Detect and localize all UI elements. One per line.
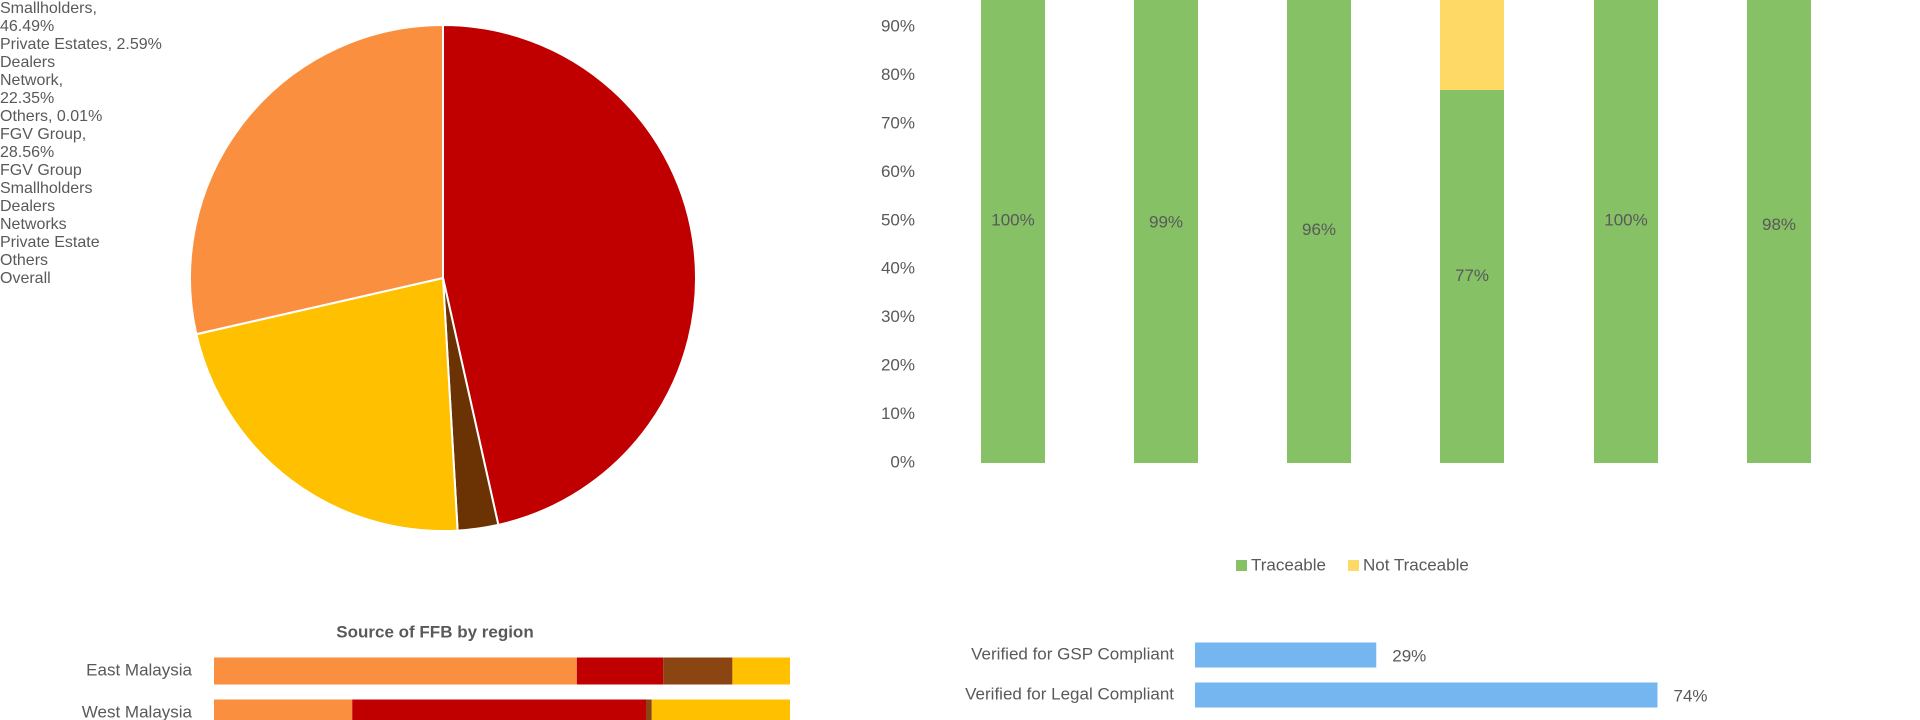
x-tick-label: Others — [0, 252, 49, 269]
pie-category: Dealers Network, — [0, 54, 64, 89]
y-tick-label: East Malaysia — [86, 660, 192, 679]
bar-segment — [981, 0, 1045, 463]
pie-label: Smallholders, 46.49% — [0, 0, 130, 36]
data-label: 29% — [1392, 646, 1426, 665]
pie-category: Others, — [0, 108, 53, 125]
bar — [1195, 682, 1658, 708]
y-tick-label: 70% — [881, 113, 915, 132]
x-tick-label: Dealers Networks — [0, 198, 67, 233]
pie-value-label: 0.01% — [56, 108, 103, 125]
legend-swatch — [1347, 560, 1359, 571]
y-tick-label: 10% — [881, 404, 915, 423]
data-label: 96% — [1302, 220, 1336, 239]
bar-segment — [1287, 0, 1351, 463]
pie-label: Dealers Network, 22.35% — [0, 54, 90, 108]
x-tick-label: Smallholders — [0, 180, 93, 197]
bar-segment — [663, 657, 733, 685]
bar-segment — [1747, 0, 1811, 464]
bar-segment — [646, 699, 652, 720]
pie-value-label: 2.59% — [116, 36, 162, 53]
pie-value-label: 22.35% — [0, 90, 55, 107]
data-label: 100% — [991, 210, 1034, 229]
pie-slice — [189, 23, 444, 336]
y-tick-label: 80% — [881, 65, 915, 84]
pie-category: Private Estates, — [0, 36, 113, 53]
pie-category: FGV Group, — [0, 126, 87, 143]
legend-label: Traceable — [1251, 555, 1326, 574]
pie-label: Private Estates, 2.59% — [0, 36, 170, 54]
y-tick-label: 40% — [881, 259, 915, 278]
bar — [1195, 642, 1377, 668]
data-label: 99% — [1149, 213, 1183, 232]
legend-swatch — [1236, 560, 1247, 571]
bar-segment — [576, 657, 664, 685]
data-label: 98% — [1762, 215, 1796, 234]
y-tick-label: 60% — [881, 162, 915, 181]
chart-title: Source of FFB by region — [336, 622, 533, 641]
y-tick-label: 50% — [881, 210, 915, 229]
bar-segment — [1440, 90, 1504, 464]
y-tick-label: Verified for GSP Compliant — [971, 644, 1174, 663]
bar-segment — [214, 657, 577, 685]
bar-segment — [1594, 0, 1658, 463]
data-label: 77% — [1455, 266, 1489, 285]
legend-label: Not Traceable — [1363, 555, 1469, 574]
bar-segment — [1440, 0, 1504, 91]
data-label: 100% — [1604, 210, 1647, 229]
pie-value-label: 28.56% — [0, 144, 55, 161]
x-tick-label: Private Estate — [0, 234, 100, 251]
y-tick-label: 90% — [881, 17, 915, 36]
x-tick-label: Overall — [0, 270, 51, 287]
y-tick-label: 30% — [881, 307, 915, 326]
bar-segment — [352, 699, 646, 720]
bar-segment — [214, 699, 353, 720]
y-tick-label: Verified for Legal Compliant — [965, 684, 1174, 703]
pie-slice — [195, 276, 459, 532]
y-tick-label: 20% — [881, 356, 915, 375]
pie-slice — [442, 23, 697, 527]
y-tick-label: 0% — [890, 452, 915, 471]
data-label: 74% — [1674, 686, 1708, 705]
bar-segment — [651, 699, 790, 720]
bar-segment — [732, 657, 790, 685]
y-tick-label: West Malaysia — [82, 702, 193, 720]
bar-segment — [1134, 0, 1198, 463]
pie-label: FGV Group, 28.56% — [0, 126, 120, 162]
pie-category: Smallholders, — [0, 0, 97, 17]
pie-label: Others, 0.01% — [0, 108, 220, 126]
pie-value-label: 46.49% — [0, 18, 55, 35]
x-tick-label: FGV Group — [0, 162, 82, 179]
